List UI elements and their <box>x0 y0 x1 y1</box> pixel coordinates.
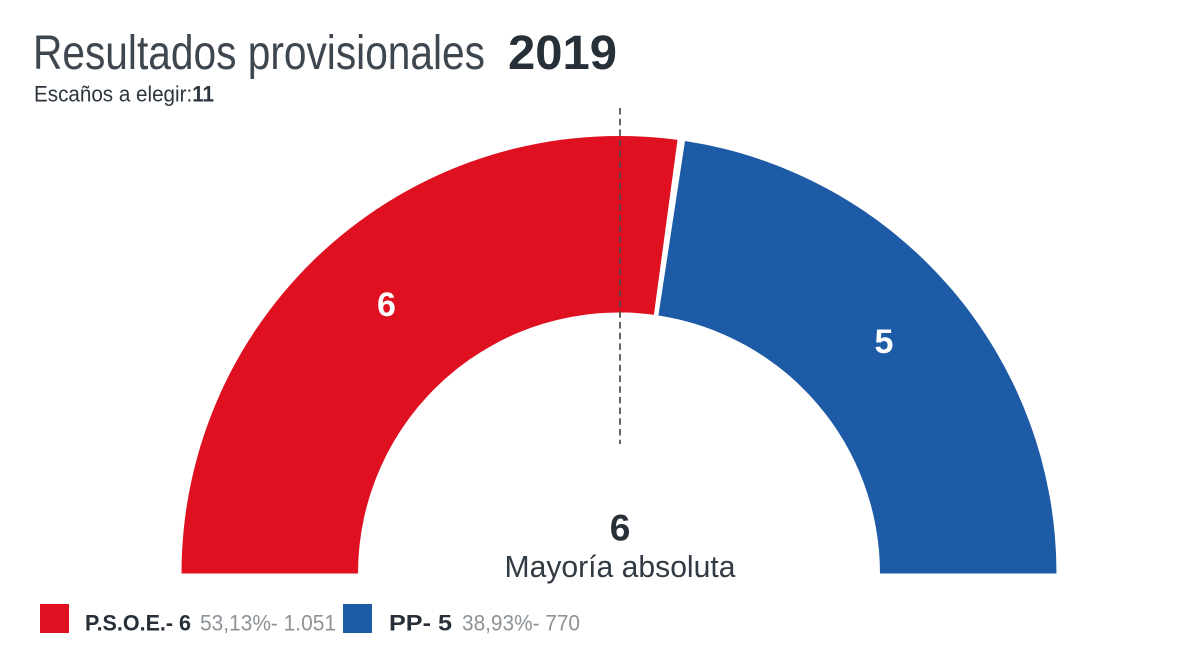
svg-text:PP- 5: PP- 5 <box>389 611 452 636</box>
svg-text:6: 6 <box>377 286 396 324</box>
svg-text:Resultados provisionales: Resultados provisionales <box>33 27 485 80</box>
svg-text:53,13%- 1.051: 53,13%- 1.051 <box>200 611 336 636</box>
svg-text:38,93%- 770: 38,93%- 770 <box>462 611 580 636</box>
svg-text:5: 5 <box>875 323 894 361</box>
svg-text:P.S.O.E.- 6: P.S.O.E.- 6 <box>85 611 191 636</box>
svg-text:Escaños a elegir:11: Escaños a elegir:11 <box>34 82 214 107</box>
svg-text:6: 6 <box>610 508 631 549</box>
svg-text:Mayoría absoluta: Mayoría absoluta <box>505 549 737 584</box>
svg-text:2019: 2019 <box>508 27 617 80</box>
